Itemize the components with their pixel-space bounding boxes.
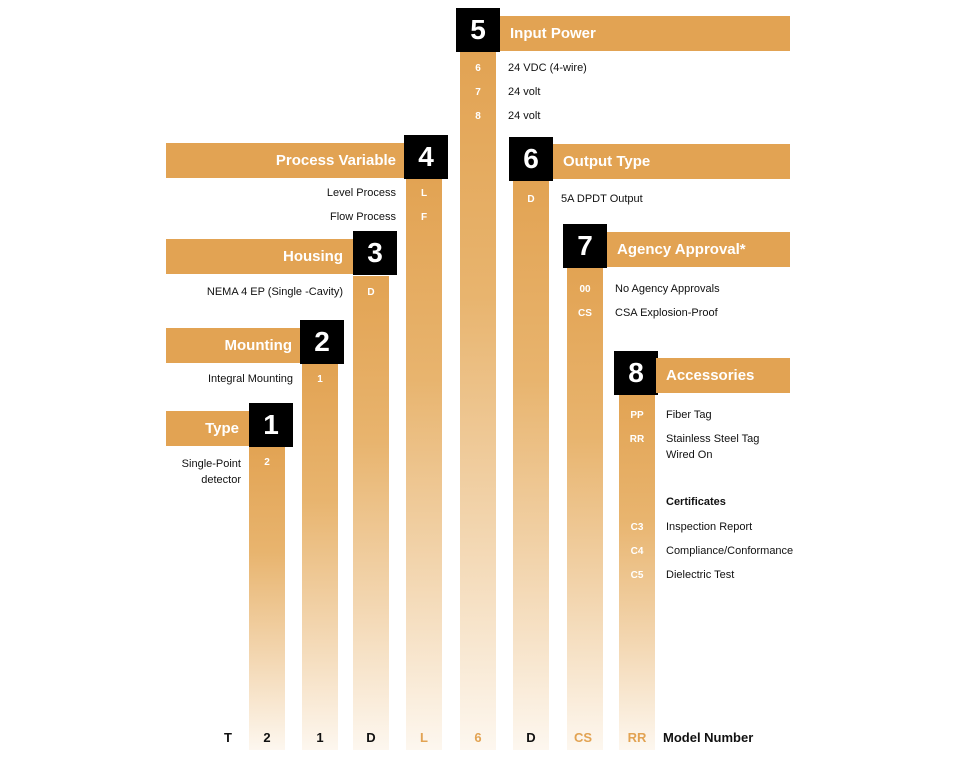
output-option-code: D <box>527 194 535 205</box>
certificate-option-label: Inspection Report <box>666 521 753 533</box>
model-char-process: L <box>420 730 428 745</box>
housing-option-code: D <box>367 287 375 298</box>
power-option-label: 24 VDC (4-wire) <box>508 62 587 74</box>
section-title-power: Input Power <box>500 16 790 51</box>
type-option-line2: detector <box>201 474 241 486</box>
agency-option-label: No Agency Approvals <box>615 283 720 295</box>
certificate-option-label: Compliance/Conformance <box>666 545 794 557</box>
section-title-type: Type <box>166 411 249 446</box>
section-number-power: 5 <box>456 8 500 52</box>
section-title-output: Output Type <box>553 144 790 179</box>
model-char-type: 2 <box>263 730 271 745</box>
section-title-accessories: Accessories <box>656 358 790 393</box>
model-char-accessories: RR <box>627 730 647 745</box>
column-type <box>249 445 285 750</box>
model-char-agency: CS <box>573 730 593 745</box>
accessory-option-code: PP <box>630 410 644 421</box>
section-number-process: 4 <box>404 135 448 179</box>
column-output <box>513 180 549 750</box>
section-title-process: Process Variable <box>166 143 406 178</box>
model-char-power: 6 <box>474 730 482 745</box>
agency-option-label: CSA Explosion-Proof <box>615 307 718 319</box>
output-option-label: 5A DPDT Output <box>561 193 643 205</box>
agency-option-code: 00 <box>579 284 591 295</box>
model-char-mounting: 1 <box>316 730 324 745</box>
power-option-label: 24 volt <box>508 86 541 98</box>
column-housing <box>353 276 389 750</box>
section-title-housing: Housing <box>166 239 353 274</box>
column-mounting <box>302 364 338 750</box>
process-option-code: L <box>420 188 428 199</box>
model-char-output: D <box>526 730 536 745</box>
mounting-option-label: Integral Mounting <box>208 373 293 385</box>
model-number-label: Model Number <box>663 730 754 745</box>
housing-option-label: NEMA 4 EP (Single -Cavity) <box>206 286 343 298</box>
mounting-option-code: 1 <box>317 374 323 385</box>
section-number-mounting: 2 <box>300 320 344 364</box>
certificate-option-code: C5 <box>630 570 644 581</box>
section-number-type: 1 <box>249 403 293 447</box>
section-number-accessories: 8 <box>614 351 658 395</box>
model-char-housing: D <box>366 730 376 745</box>
certificate-option-code: C4 <box>630 546 644 557</box>
accessory-option-label: Stainless Steel Tag Wired On <box>666 431 759 463</box>
certificate-option-code: C3 <box>630 522 644 533</box>
column-accessories <box>619 393 655 750</box>
power-option-code: 6 <box>475 63 481 74</box>
section-title-mounting: Mounting <box>166 328 302 363</box>
process-option-code: F <box>420 212 428 223</box>
section-title-agency: Agency Approval* <box>607 232 790 267</box>
agency-option-code: CS <box>578 308 592 319</box>
power-option-code: 8 <box>475 111 481 122</box>
column-process <box>406 179 442 750</box>
section-number-housing: 3 <box>353 231 397 275</box>
accessory-option-code: RR <box>629 434 645 445</box>
type-option-label: Single-Point detector <box>182 456 241 488</box>
type-option-line1: Single-Point <box>181 458 241 470</box>
process-option-label: Level Process <box>326 187 396 199</box>
section-number-output: 6 <box>509 137 553 181</box>
column-power <box>460 52 496 750</box>
accessory-option-line1: Stainless Steel Tag <box>666 433 760 445</box>
model-char-type-prefix: T <box>224 730 232 745</box>
process-option-label: Flow Process <box>329 211 396 223</box>
accessory-option-label: Fiber Tag <box>666 409 712 421</box>
certificates-heading: Certificates <box>666 496 726 508</box>
power-option-code: 7 <box>475 87 481 98</box>
accessory-option-line2: Wired On <box>666 449 713 461</box>
power-option-label: 24 volt <box>508 110 541 122</box>
certificate-option-label: Dielectric Test <box>666 569 735 581</box>
column-agency <box>567 268 603 750</box>
type-option-code: 2 <box>264 457 270 468</box>
section-number-agency: 7 <box>563 224 607 268</box>
